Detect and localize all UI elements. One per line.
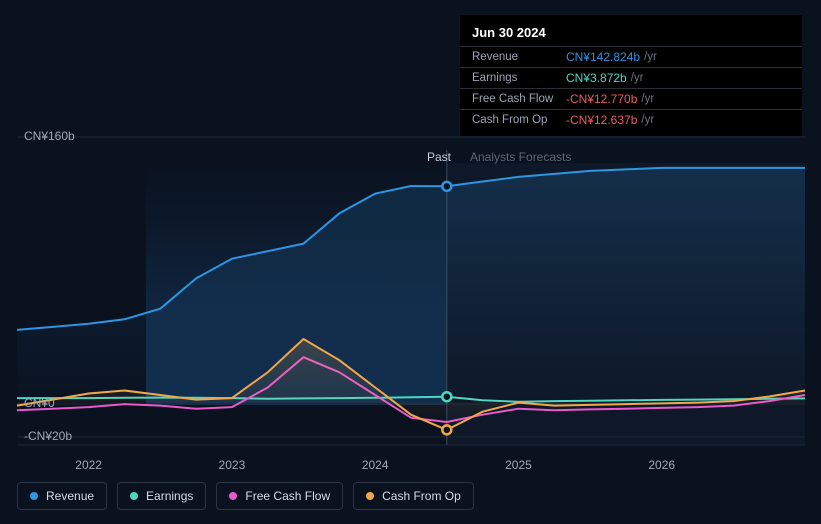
legend-item-earnings[interactable]: Earnings <box>117 482 206 510</box>
tooltip-metric: Revenue <box>472 49 566 65</box>
tooltip-row: Free Cash Flow-CN¥12.770b/yr <box>460 88 802 109</box>
tooltip-row: RevenueCN¥142.824b/yr <box>460 46 802 67</box>
legend-dot <box>130 492 138 500</box>
tooltip-row: Cash From Op-CN¥12.637b/yr <box>460 109 802 130</box>
x-tick-label: 2025 <box>505 458 532 472</box>
x-tick-label: 2024 <box>362 458 389 472</box>
series-fill-revenue <box>17 168 805 403</box>
legend-item-revenue[interactable]: Revenue <box>17 482 107 510</box>
y-tick-label: CN¥0 <box>24 396 55 410</box>
x-tick-label: 2022 <box>75 458 102 472</box>
tooltip-unit: /yr <box>644 49 657 65</box>
legend-item-cash-from-op[interactable]: Cash From Op <box>353 482 474 510</box>
tooltip-unit: /yr <box>641 91 654 107</box>
tooltip-value: CN¥142.824b <box>566 49 640 65</box>
hover-marker-cfo <box>442 425 451 434</box>
y-tick-label: CN¥160b <box>24 129 75 143</box>
y-tick-label: -CN¥20b <box>24 429 72 443</box>
legend: Revenue Earnings Free Cash Flow Cash From O… <box>17 482 474 510</box>
x-tick-label: 2026 <box>648 458 675 472</box>
financials-chart: CN¥160bCN¥0-CN¥20b 20222023202420252026 … <box>0 0 821 524</box>
legend-label: Free Cash Flow <box>245 489 330 503</box>
chart-tooltip: Jun 30 2024 RevenueCN¥142.824b/yrEarning… <box>460 15 802 136</box>
past-label: Past <box>427 150 451 164</box>
tooltip-metric: Free Cash Flow <box>472 91 566 107</box>
hover-marker-revenue <box>442 182 451 191</box>
tooltip-unit: /yr <box>631 70 644 86</box>
legend-dot <box>30 492 38 500</box>
legend-label: Cash From Op <box>382 489 461 503</box>
tooltip-metric: Cash From Op <box>472 112 566 128</box>
tooltip-unit: /yr <box>641 112 654 128</box>
x-tick-label: 2023 <box>219 458 246 472</box>
legend-dot <box>229 492 237 500</box>
tooltip-metric: Earnings <box>472 70 566 86</box>
legend-label: Earnings <box>146 489 193 503</box>
legend-label: Revenue <box>46 489 94 503</box>
tooltip-value: -CN¥12.637b <box>566 112 637 128</box>
forecast-label: Analysts Forecasts <box>470 150 571 164</box>
tooltip-value: CN¥3.872b <box>566 70 627 86</box>
legend-dot <box>366 492 374 500</box>
tooltip-title: Jun 30 2024 <box>460 21 802 46</box>
legend-item-free-cash-flow[interactable]: Free Cash Flow <box>216 482 343 510</box>
tooltip-value: -CN¥12.770b <box>566 91 637 107</box>
tooltip-row: EarningsCN¥3.872b/yr <box>460 67 802 88</box>
hover-marker-earnings <box>442 392 451 401</box>
